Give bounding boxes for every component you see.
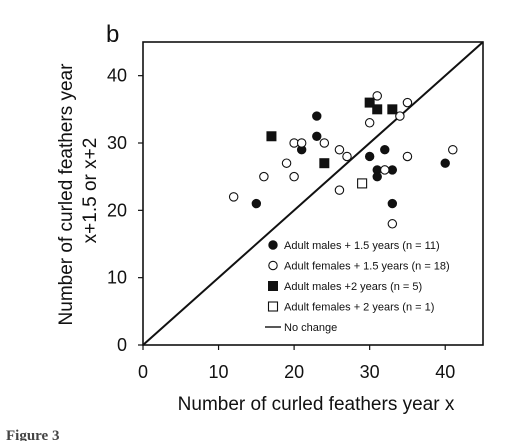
data-point-filled-square xyxy=(372,104,383,115)
data-point-filled-circle xyxy=(251,198,262,209)
legend-marker-open-square xyxy=(267,301,279,312)
data-point-open-circle xyxy=(228,192,239,202)
legend-label: Adult males + 1.5 years (n = 11) xyxy=(284,240,440,252)
panel-label: b xyxy=(106,21,119,48)
data-point-open-circle xyxy=(289,171,299,182)
legend-marker-filled-square xyxy=(268,281,278,291)
y-tick-label: 10 xyxy=(107,268,127,288)
data-point-open-circle xyxy=(395,111,405,121)
legend-label: Adult males +2 years (n = 5) xyxy=(284,281,422,293)
x-tick-label: 0 xyxy=(138,362,148,382)
legend-marker-filled-circle xyxy=(268,240,278,250)
data-point-open-circle xyxy=(342,151,352,162)
legend-label: Adult females + 1.5 years (n = 18) xyxy=(284,261,450,273)
legend-marker-open-circle xyxy=(268,260,278,271)
data-point-open-circle xyxy=(319,138,330,148)
x-tick-label: 10 xyxy=(209,362,229,382)
data-point-open-circle xyxy=(372,91,382,101)
y-axis-title-line2: x+1.5 or x+2 xyxy=(80,138,101,244)
data-point-open-square xyxy=(357,178,368,189)
data-point-filled-circle xyxy=(380,145,390,155)
y-tick-label: 40 xyxy=(107,66,127,86)
x-tick-label: 30 xyxy=(360,362,380,382)
figure-caption: Figure 3 xyxy=(6,428,59,441)
y-tick-label: 0 xyxy=(117,335,127,355)
data-point-open-circle xyxy=(402,97,413,108)
y-tick-label: 30 xyxy=(107,133,127,153)
no-change-line xyxy=(142,41,484,346)
data-point-open-circle xyxy=(296,138,307,148)
data-point-filled-square xyxy=(319,158,330,169)
data-point-filled-circle xyxy=(312,131,322,141)
data-point-open-circle xyxy=(387,219,398,229)
data-point-open-circle xyxy=(402,151,413,162)
data-point-open-circle xyxy=(334,185,345,195)
data-point-filled-square xyxy=(364,97,375,108)
data-point-filled-circle xyxy=(364,151,375,162)
data-point-open-circle xyxy=(259,171,269,182)
data-point-filled-circle xyxy=(387,198,398,209)
plot-frame xyxy=(142,41,484,346)
y-axis-title-line1: Number of curled feathers year xyxy=(56,63,77,326)
x-axis-title: Number of curled feathers year x xyxy=(178,394,455,415)
x-tick-label: 40 xyxy=(435,362,455,382)
x-tick-label: 20 xyxy=(284,362,304,382)
data-point-open-circle xyxy=(448,144,458,155)
data-point-filled-circle xyxy=(440,158,450,168)
data-point-open-circle xyxy=(334,144,345,155)
legend-label: No change xyxy=(284,322,337,334)
data-point-filled-square xyxy=(266,131,277,142)
data-point-filled-circle xyxy=(372,171,382,182)
data-point-open-circle xyxy=(364,118,375,128)
data-point-open-circle xyxy=(380,165,390,175)
data-point-open-circle xyxy=(281,158,292,168)
data-point-filled-circle xyxy=(312,111,322,121)
legend-label: Adult females + 2 years (n = 1) xyxy=(284,302,434,314)
y-tick-label: 20 xyxy=(107,200,127,220)
data-point-filled-square xyxy=(387,104,398,115)
